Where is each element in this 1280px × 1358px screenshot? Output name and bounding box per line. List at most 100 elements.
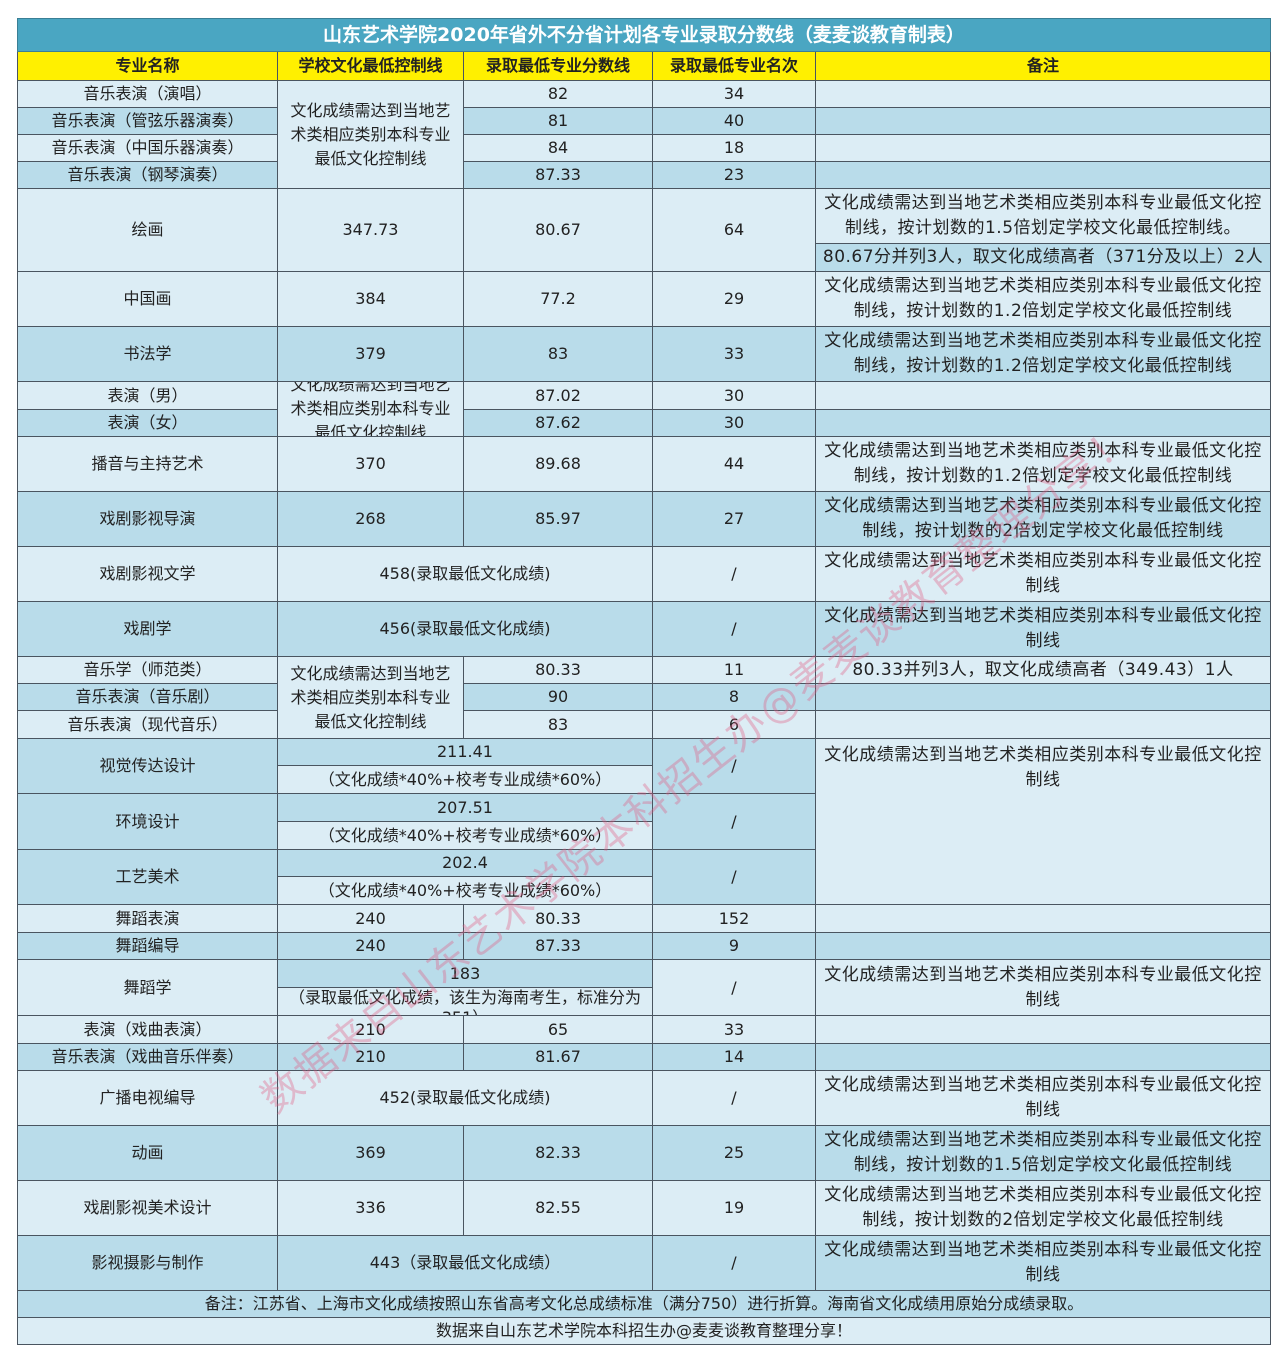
table-row: 音乐表演（钢琴演奏） 87.33 23 [17,161,1271,189]
composite-formula: （文化成绩*40%+校考专业成绩*60%） [278,876,652,904]
min-rank: 25 [652,1125,816,1181]
remark: 文化成绩需达到当地艺术类相应类别本科专业最低文化控制线，按计划数的1.2倍划定学… [815,271,1271,327]
table-row: 中国画 384 77.2 29 文化成绩需达到当地艺术类相应类别本科专业最低文化… [17,271,1271,327]
remark [815,1043,1271,1071]
table-row: 工艺美术 202.4 （文化成绩*40%+校考专业成绩*60%） / [17,849,1271,905]
major-name: 表演（男） [17,381,278,410]
remark-tie-note: 80.67分并列3人，取文化成绩高者（371分及以上）2人 [816,243,1270,271]
culture-control: 347.73 [277,188,464,272]
culture-control: 379 [277,326,464,382]
min-score: 65 [463,1015,653,1044]
culture-control: 211.41 （文化成绩*40%+校考专业成绩*60%） [277,738,653,794]
culture-control: 183 （录取最低文化成绩，该生为海南考生，标准分为351） [277,959,653,1016]
culture-control: 240 [277,904,464,933]
remark: 文化成绩需达到当地艺术类相应类别本科专业最低文化控制线 [815,738,1271,905]
major-name: 绘画 [17,188,278,272]
remark-line: 文化成绩需达到当地艺术类相应类别本科专业最低文化控制线，按计划数的1.5倍划定学… [824,193,1262,238]
table-row: 视觉传达设计 211.41 （文化成绩*40%+校考专业成绩*60%） / 文化… [17,738,1271,905]
major-name: 戏剧影视导演 [17,491,278,547]
footer-source-row: 数据来自山东艺术学院本科招生办@麦麦谈教育整理分享！ [17,1317,1271,1345]
remark: 文化成绩需达到当地艺术类相应类别本科专业最低文化控制线 [815,546,1271,602]
culture-control: 456(录取最低文化成绩) [277,601,653,657]
major-name: 表演（戏曲表演） [17,1015,278,1044]
remark: 文化成绩需达到当地艺术类相应类别本科专业最低文化控制线，按计划数的2倍划定学校文… [815,1180,1271,1236]
footer-note: 备注：江苏省、上海市文化成绩按照山东省高考文化总成绩标准（满分750）进行折算。… [17,1290,1271,1318]
min-rank: 14 [652,1043,816,1071]
composite-score: 202.4 [442,853,488,872]
footer-source: 数据来自山东艺术学院本科招生办@麦麦谈教育整理分享！ [17,1317,1271,1345]
remark: 文化成绩需达到当地艺术类相应类别本科专业最低文化控制线 [815,959,1271,1016]
composite-score: 207.51 [437,797,493,817]
remark: 文化成绩需达到当地艺术类相应类别本科专业最低文化控制线，按计划数的1.2倍划定学… [815,436,1271,492]
header-min-rank: 录取最低专业名次 [652,51,816,81]
min-score: 82.33 [463,1125,653,1181]
major-name: 舞蹈表演 [17,904,278,933]
major-name: 环境设计 [17,793,278,850]
major-name: 音乐表演（中国乐器演奏） [17,134,278,162]
table-row: 戏剧影视文学 458(录取最低文化成绩) / 文化成绩需达到当地艺术类相应类别本… [17,546,1271,602]
culture-control-text: 文化成绩需达到当地艺术类相应类别本科专业最低文化控制线 [290,382,451,436]
table-row: 舞蹈编导 240 87.33 9 [17,932,1271,960]
composite-score: 211.41 [437,742,493,761]
remark: 文化成绩需达到当地艺术类相应类别本科专业最低文化控制线，按计划数的1.2倍划定学… [815,326,1271,382]
min-rank: 44 [652,436,816,492]
min-rank: 40 [652,107,816,135]
major-name: 影视摄影与制作 [17,1235,278,1291]
min-rank: 34 [652,80,816,108]
major-name: 戏剧影视文学 [17,546,278,602]
remark: 文化成绩需达到当地艺术类相应类别本科专业最低文化控制线 [815,1235,1271,1291]
min-score: 80.33 [463,904,653,933]
min-rank: 64 [652,188,816,272]
culture-control: 202.4 （文化成绩*40%+校考专业成绩*60%） [277,849,653,905]
table-row: 音乐表演（戏曲音乐伴奏） 210 81.67 14 [17,1043,1271,1071]
min-rank: 30 [652,381,816,410]
min-rank: / [652,601,816,657]
composite-formula: （文化成绩*40%+校考专业成绩*60%） [278,765,652,793]
remark: 80.33并列3人，取文化成绩高者（349.43）1人 [815,656,1271,684]
min-score: 81.67 [463,1043,653,1071]
culture-control: 207.51 （文化成绩*40%+校考专业成绩*60%） [277,793,653,850]
composite-formula: （文化成绩*40%+校考专业成绩*60%） [278,821,652,849]
culture-control: 452(录取最低文化成绩) [277,1070,653,1126]
culture-control: 336 [277,1180,464,1236]
min-rank: / [652,793,816,850]
remark: 文化成绩需达到当地艺术类相应类别本科专业最低文化控制线 [815,601,1271,657]
culture-control: 458(录取最低文化成绩) [277,546,653,602]
table-row: 音乐表演（管弦乐器演奏） 81 40 [17,107,1271,135]
major-name: 舞蹈编导 [17,932,278,960]
major-name: 音乐学（师范类） [17,656,278,684]
table-row: 播音与主持艺术 370 89.68 44 文化成绩需达到当地艺术类相应类别本科专… [17,436,1271,492]
remark [815,161,1271,189]
min-rank: 33 [652,1015,816,1044]
table-row: 舞蹈表演 240 80.33 152 [17,904,1271,933]
culture-control: 文化成绩需达到当地艺术类相应类别本科专业最低文化控制线 [277,381,464,437]
major-name: 音乐表演（演唱） [17,80,278,108]
table-row: 书法学 379 83 33 文化成绩需达到当地艺术类相应类别本科专业最低文化控制… [17,326,1271,382]
min-rank: 9 [652,932,816,960]
min-score: 87.62 [463,409,653,437]
table-row: 舞蹈学 183 （录取最低文化成绩，该生为海南考生，标准分为351） / 文化成… [17,959,1271,1016]
table-row: 音乐表演（中国乐器演奏） 84 18 [17,134,1271,162]
remark [815,683,1271,711]
min-score: 77.2 [463,271,653,327]
min-score: 87.33 [463,932,653,960]
culture-control: 443（录取最低文化成绩） [277,1235,653,1291]
min-score: 87.33 [463,161,653,189]
min-rank: / [652,546,816,602]
major-name: 戏剧学 [17,601,278,657]
min-score: 81 [463,107,653,135]
table-row: 音乐表演（现代音乐） 83 6 [17,710,1271,739]
major-name: 表演（女） [17,409,278,437]
major-name: 戏剧影视美术设计 [17,1180,278,1236]
culture-control: 384 [277,271,464,327]
remark: 文化成绩需达到当地艺术类相应类别本科专业最低文化控制线，按计划数的1.5倍划定学… [815,1125,1271,1181]
table-row: 环境设计 207.51 （文化成绩*40%+校考专业成绩*60%） / [17,793,1271,850]
table-row: 戏剧影视美术设计 336 82.55 19 文化成绩需达到当地艺术类相应类别本科… [17,1180,1271,1236]
major-name: 广播电视编导 [17,1070,278,1126]
table-row: 音乐表演（音乐剧） 90 8 [17,683,1271,711]
major-name: 书法学 [17,326,278,382]
min-rank: 33 [652,326,816,382]
major-name: 视觉传达设计 [17,738,278,794]
min-score: 83 [463,710,653,739]
min-rank: 11 [652,656,816,684]
